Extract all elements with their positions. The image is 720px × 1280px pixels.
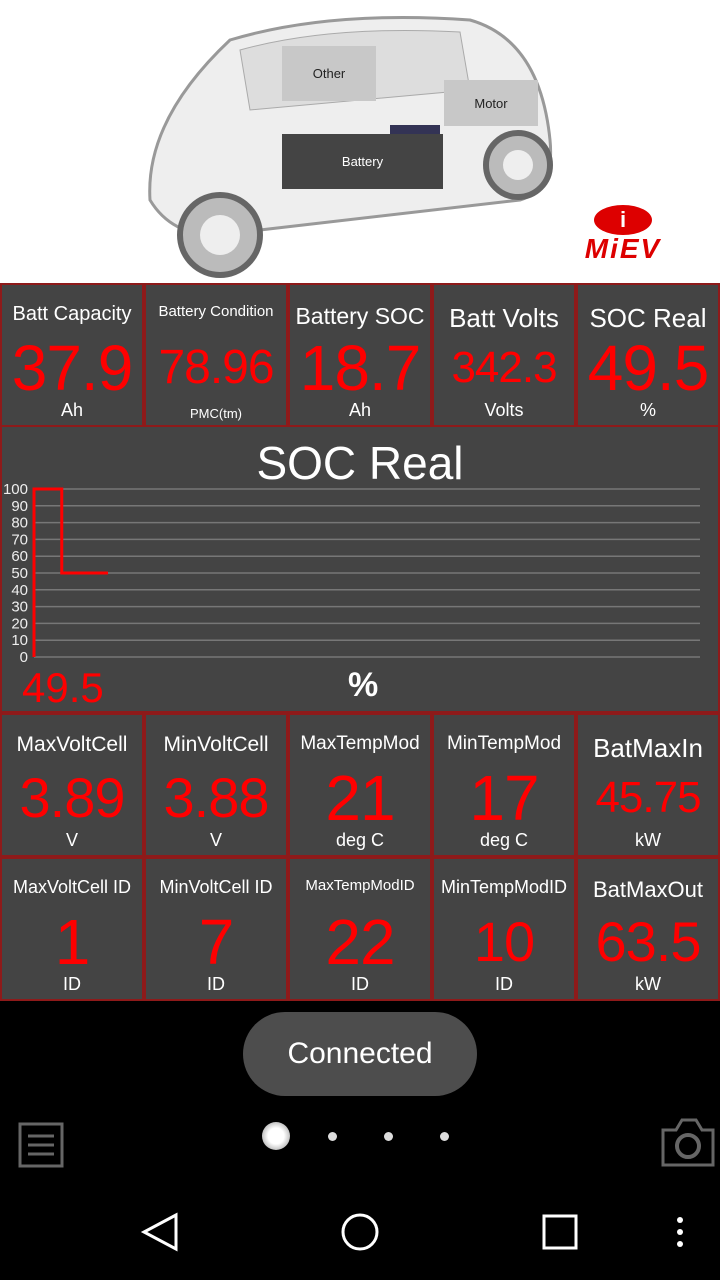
- metric-label: MaxVoltCell ID: [12, 877, 132, 897]
- metric-unit: Volts: [484, 400, 524, 420]
- zone-other-button[interactable]: Other: [282, 46, 376, 101]
- metric-unit: %: [639, 400, 656, 420]
- metric-value: 3.88: [163, 766, 270, 829]
- chart-unit: %: [348, 666, 379, 704]
- metric-unit: ID: [351, 974, 369, 994]
- metric-label: BatMaxIn: [593, 733, 703, 763]
- metric-label: MinTempModID: [440, 877, 568, 897]
- chart-title: SOC Real: [256, 437, 464, 489]
- metric-tile[interactable]: Batt Volts 342.3 Volts: [432, 283, 576, 427]
- metric-label: Batt Capacity: [12, 303, 132, 325]
- metric-unit: kW: [635, 830, 661, 850]
- metric-tile[interactable]: BatMaxIn 45.75 kW: [576, 713, 720, 857]
- metric-tile[interactable]: Batt Capacity 37.9 Ah: [0, 283, 144, 427]
- vehicle-image-panel: Other Motor Battery i MiEV: [0, 0, 720, 283]
- y-tick-label: 70: [11, 531, 28, 548]
- metric-value: 49.5: [587, 332, 710, 404]
- metric-tile[interactable]: MinTempMod 17 deg C: [432, 713, 576, 857]
- zone-battery-label: Battery: [341, 154, 384, 169]
- metric-value: 21: [325, 762, 395, 834]
- y-tick-label: 90: [11, 498, 28, 515]
- metric-unit: V: [65, 830, 78, 850]
- metric-label: MaxTempMod: [300, 733, 420, 754]
- y-tick-label: 60: [11, 548, 28, 565]
- metric-tile[interactable]: MinVoltCell ID 7 ID: [144, 857, 288, 1001]
- metric-value: 22: [325, 906, 395, 978]
- metric-label: SOC Real: [589, 303, 707, 333]
- metric-unit: PMC(tm): [190, 406, 242, 421]
- y-tick-label: 80: [11, 515, 28, 532]
- metric-unit: ID: [495, 974, 513, 994]
- metric-tile[interactable]: MaxVoltCell 3.89 V: [0, 713, 144, 857]
- metric-label: BatMaxOut: [592, 877, 704, 902]
- zone-motor-button[interactable]: Motor: [444, 80, 538, 126]
- y-tick-label: 100: [3, 481, 28, 498]
- y-tick-label: 20: [11, 615, 28, 632]
- metric-tile[interactable]: MinTempModID 10 ID: [432, 857, 576, 1001]
- metric-tile[interactable]: MaxTempModID 22 ID: [288, 857, 432, 1001]
- metric-unit: deg C: [479, 830, 529, 850]
- page-dot[interactable]: [384, 1132, 393, 1141]
- toast-message: Connected: [243, 1012, 477, 1096]
- metric-value: 3.89: [19, 766, 126, 829]
- metric-label: Battery Condition: [158, 303, 274, 320]
- back-icon[interactable]: [140, 1212, 180, 1252]
- metric-label: MinVoltCell: [163, 733, 269, 756]
- metric-unit: kW: [635, 974, 661, 994]
- metric-value: 63.5: [595, 910, 702, 973]
- metric-tile[interactable]: SOC Real 49.5 %: [576, 283, 720, 427]
- recents-icon[interactable]: [542, 1214, 578, 1250]
- metric-unit: V: [209, 830, 222, 850]
- metric-value: 37.9: [11, 332, 134, 404]
- metric-label: Batt Volts: [449, 303, 559, 333]
- metric-tile[interactable]: MaxTempMod 21 deg C: [288, 713, 432, 857]
- metric-tile[interactable]: BatMaxOut 63.5 kW: [576, 857, 720, 1001]
- zone-other-label: Other: [312, 66, 346, 81]
- metric-label: Battery SOC: [295, 303, 425, 329]
- zone-battery-button[interactable]: Battery: [282, 134, 443, 189]
- metric-tile[interactable]: Battery SOC 18.7 Ah: [288, 283, 432, 427]
- metric-unit: ID: [207, 974, 225, 994]
- metric-value: 342.3: [451, 343, 557, 392]
- miev-logo: i MiEV: [584, 205, 662, 264]
- metric-unit: ID: [63, 974, 81, 994]
- metric-value: 7: [198, 906, 235, 978]
- y-tick-label: 0: [20, 649, 28, 666]
- overflow-menu-icon[interactable]: [674, 1216, 686, 1248]
- zone-motor-label: Motor: [474, 95, 508, 111]
- menu-list-icon[interactable]: [18, 1118, 66, 1168]
- metric-value: 17: [469, 762, 539, 834]
- metric-value: 1: [54, 906, 91, 978]
- home-icon[interactable]: [340, 1212, 380, 1252]
- page-indicator[interactable]: [260, 1120, 460, 1152]
- y-tick-label: 40: [11, 582, 28, 599]
- metric-label: MaxTempModID: [305, 877, 415, 894]
- camera-icon[interactable]: [660, 1116, 716, 1168]
- system-nav-bar: [0, 1180, 720, 1280]
- metric-label: MaxVoltCell: [16, 733, 128, 756]
- y-tick-label: 50: [11, 565, 28, 582]
- metric-label: MinVoltCell ID: [159, 877, 273, 897]
- metric-tile[interactable]: MinVoltCell 3.88 V: [144, 713, 288, 857]
- metric-tile[interactable]: Battery Condition 78.96 PMC(tm): [144, 283, 288, 427]
- soc-series-line: [32, 487, 108, 657]
- y-tick-label: 30: [11, 599, 28, 616]
- metric-value: 45.75: [595, 773, 701, 822]
- chart-current-value: 49.5: [22, 664, 104, 711]
- y-tick-label: 10: [11, 632, 28, 649]
- metric-tile[interactable]: MaxVoltCell ID 1 ID: [0, 857, 144, 1001]
- page-dot-active[interactable]: [262, 1122, 290, 1150]
- metric-label: MinTempMod: [446, 733, 562, 754]
- page-dot[interactable]: [328, 1132, 337, 1141]
- metric-value: 10: [473, 910, 535, 973]
- dashboard-grid: Batt Capacity 37.9 Ah Battery Condition 7…: [0, 283, 720, 1001]
- metric-unit: deg C: [335, 830, 385, 850]
- metric-unit: Ah: [60, 400, 84, 420]
- metric-unit: Ah: [348, 400, 372, 420]
- soc-chart: SOC Real 49.5 % 0 10 20 30 40 50 60 70 80 90 100: [0, 425, 720, 713]
- metric-value: 78.96: [158, 341, 274, 394]
- metric-value: 18.7: [299, 332, 422, 404]
- page-dot[interactable]: [440, 1132, 449, 1141]
